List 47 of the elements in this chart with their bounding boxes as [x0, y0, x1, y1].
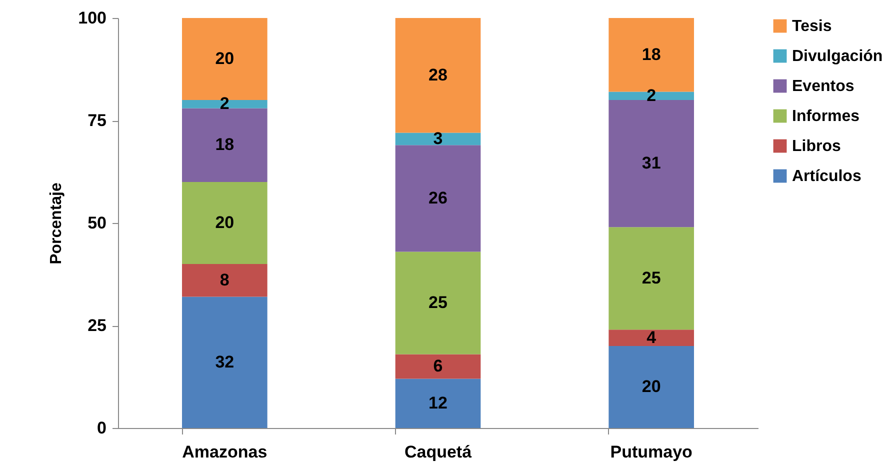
y-tick-label: 0: [97, 418, 106, 438]
y-tick-label: 100: [78, 8, 106, 28]
data-label: 31: [642, 154, 661, 173]
y-axis-title: Porcentaje: [48, 182, 66, 264]
data-label: 20: [215, 213, 234, 232]
bar: [182, 264, 268, 297]
legend-label: Artículos: [792, 168, 862, 185]
bar: [395, 132, 481, 146]
data-label: 32: [215, 352, 234, 372]
legend-label: Divulgación: [792, 48, 883, 65]
y-tick-label: 25: [88, 316, 106, 335]
data-label: 28: [428, 65, 448, 84]
data-label: 20: [215, 49, 234, 68]
bar: [182, 108, 268, 182]
bar: [395, 252, 481, 354]
data-label: 12: [428, 393, 448, 412]
data-label: 8: [220, 270, 230, 290]
legend-label: Tesis: [792, 18, 832, 35]
x-tick-label: Putumayo: [610, 442, 692, 462]
legend-label: Eventos: [792, 78, 854, 95]
data-label: 25: [428, 292, 448, 312]
x-tick-label: Caquetá: [404, 442, 472, 462]
bar: [395, 378, 481, 428]
bar: [182, 182, 268, 264]
x-tick-label: Amazonas: [182, 442, 268, 462]
legend-label: Informes: [792, 108, 860, 125]
bar: [608, 227, 694, 330]
bar: [182, 296, 268, 428]
data-label: 26: [428, 188, 448, 208]
bar: [608, 330, 694, 346]
data-label: 18: [215, 135, 234, 154]
legend-label: Libros: [792, 138, 841, 155]
data-label: 2: [646, 86, 656, 105]
data-label: 4: [646, 328, 657, 347]
bar: [395, 18, 481, 133]
data-label: 25: [642, 268, 661, 288]
data-label: 18: [642, 44, 661, 64]
bar: [608, 346, 694, 428]
y-tick-label: 75: [88, 111, 106, 130]
data-label: 20: [642, 377, 661, 396]
data-label: 3: [433, 128, 443, 148]
bar: [395, 145, 481, 252]
data-label: 2: [220, 94, 230, 114]
bar: [395, 354, 481, 379]
data-label: 6: [433, 356, 443, 376]
bar: [608, 100, 694, 228]
y-tick-label: 50: [88, 214, 106, 232]
